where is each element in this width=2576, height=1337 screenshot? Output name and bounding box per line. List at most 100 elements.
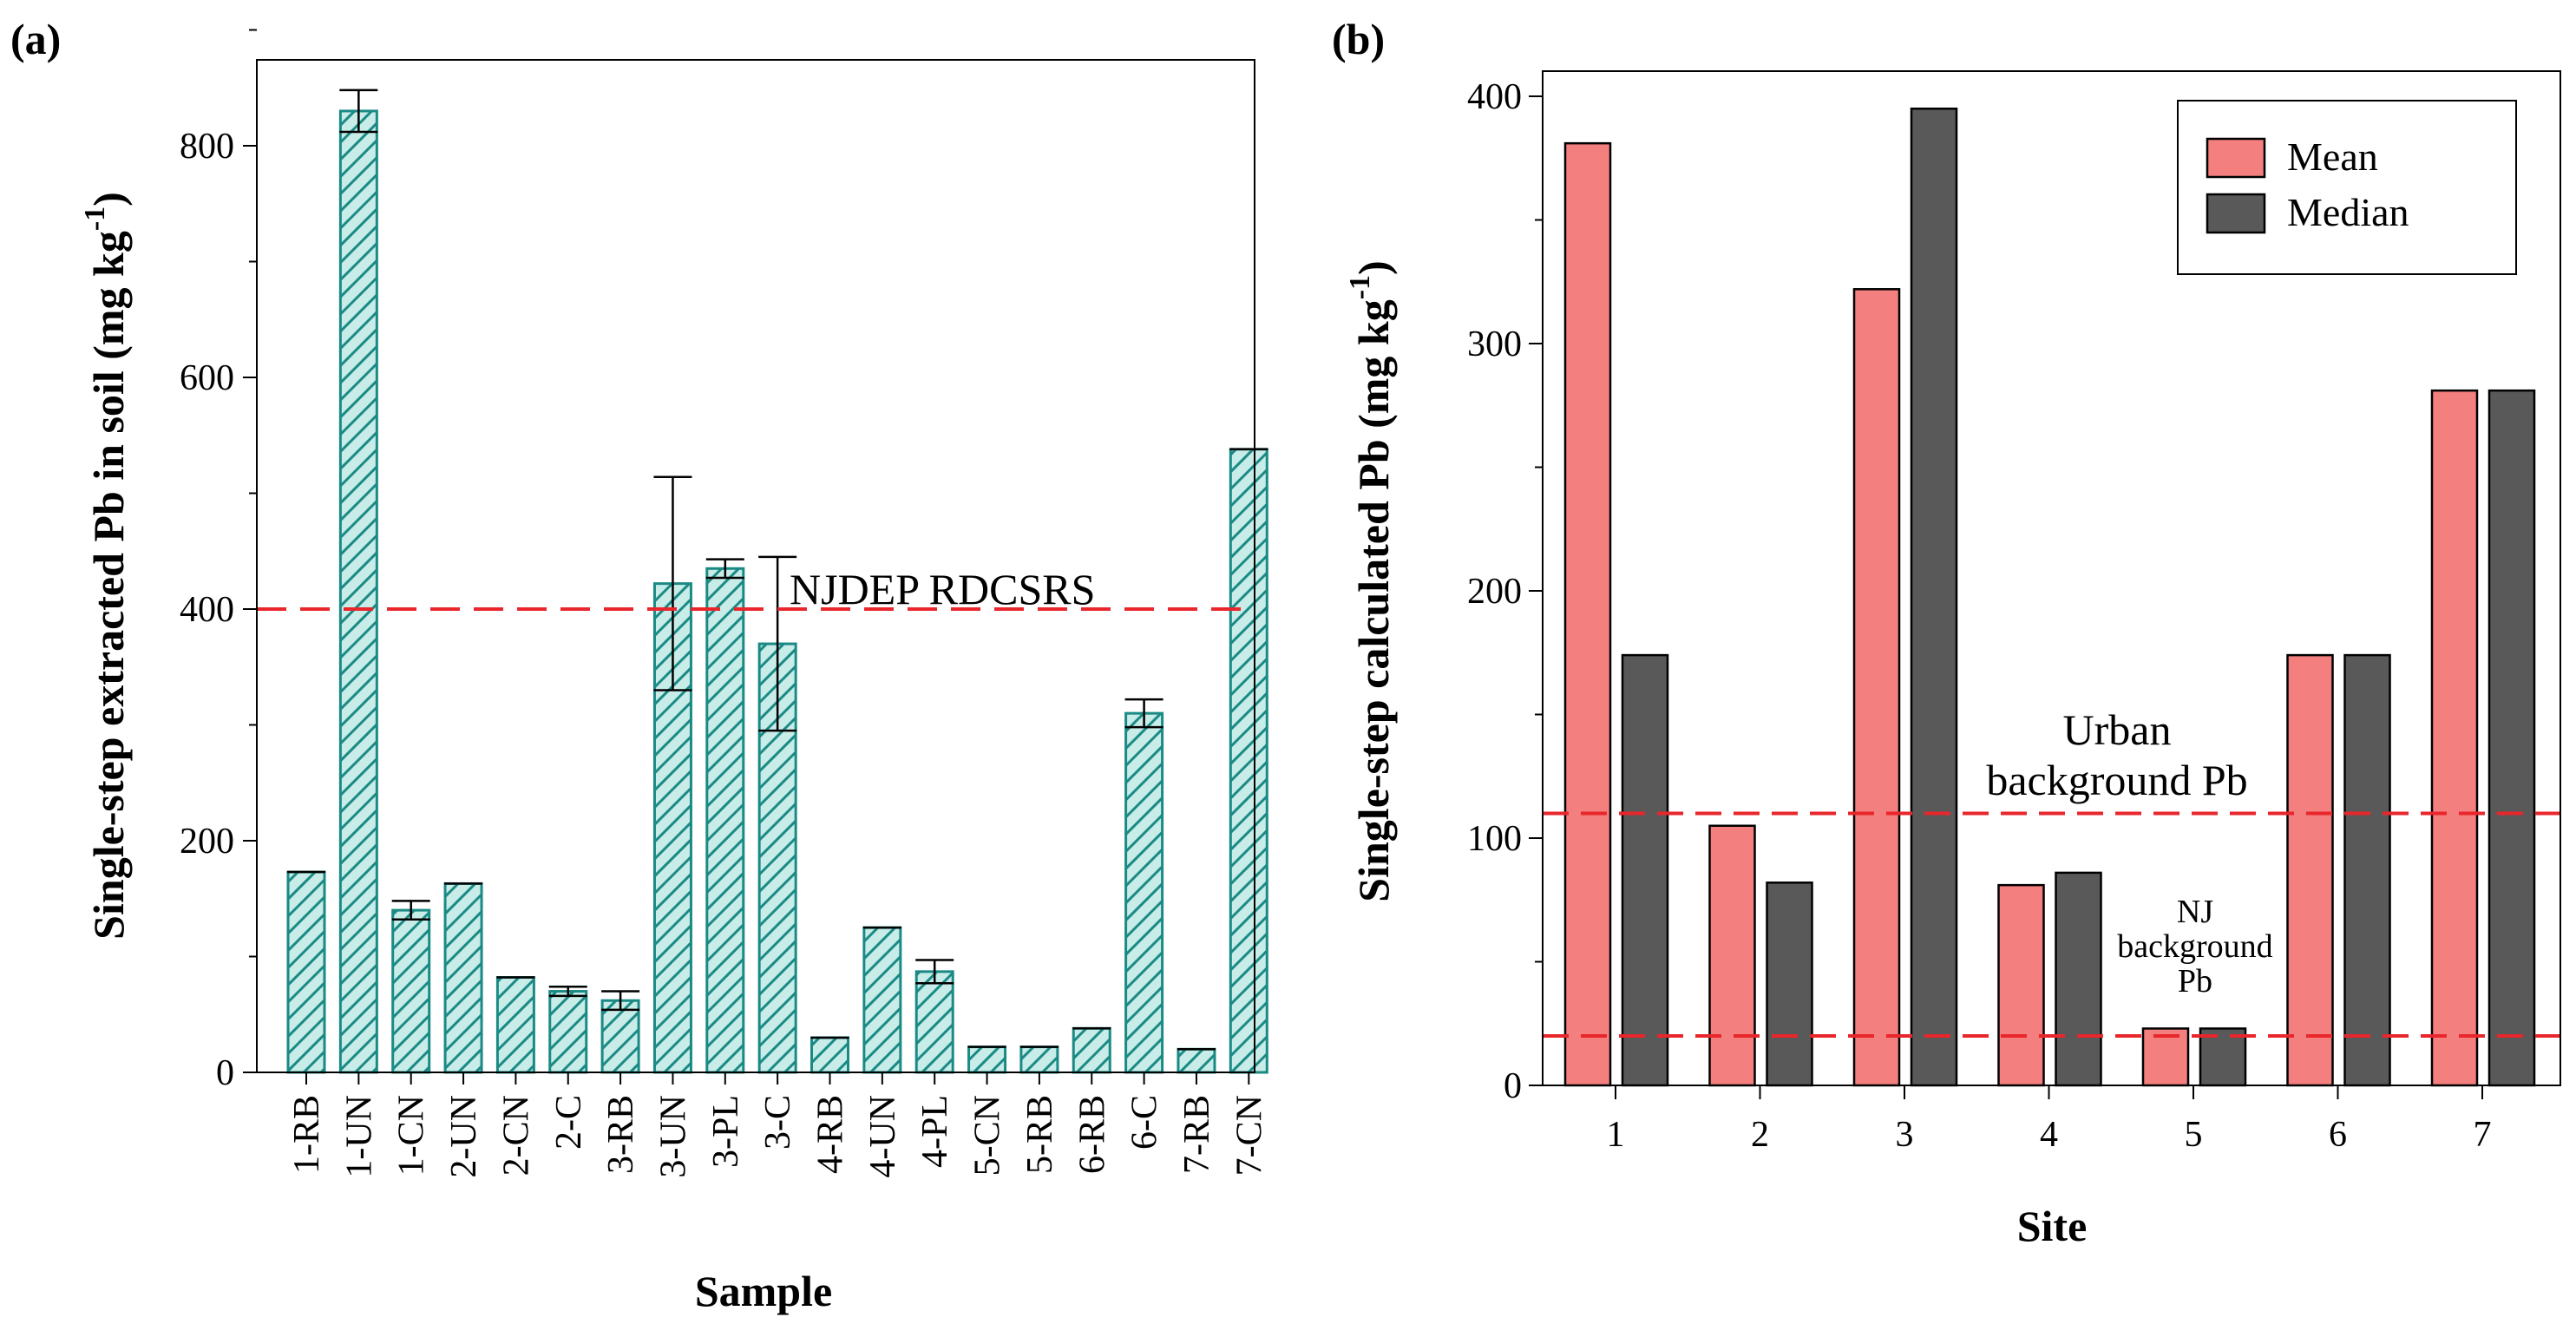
x-tick-label-2: 2: [1751, 1115, 1769, 1155]
bar-6-RB: [1072, 1026, 1111, 1074]
bar-median-site-4: [2055, 871, 2102, 1087]
y-tick-label-300: 300: [1467, 324, 1522, 364]
x-tick-label-3: 3: [1896, 1115, 1914, 1155]
panel-a-reference-lines: NJDEP RDCSRS: [257, 565, 1255, 613]
x-tick-label-3-PL: 3-PL: [706, 1095, 746, 1168]
x-tick-label-3-RB: 3-RB: [601, 1095, 641, 1174]
bar-1-RB: [286, 870, 326, 1074]
panel-a-x-axis-title: Sample: [695, 1267, 832, 1315]
x-tick-label-1: 1: [1607, 1115, 1625, 1155]
bar-mean-site-1: [1563, 141, 1612, 1087]
bar-mean-site-3: [1852, 288, 1901, 1087]
x-tick-label-3-UN: 3-UN: [653, 1095, 693, 1178]
bar-2-C: [548, 990, 588, 1074]
legend-label-mean: Mean: [2287, 134, 2378, 179]
panel-a-y-axis-title-main: Single-step extracted Pb in soil (mg kg: [84, 231, 133, 940]
bar-2-CN: [495, 976, 535, 1074]
bar-median-site-6: [2343, 653, 2391, 1087]
bar-7-RB: [1177, 1047, 1216, 1074]
bar-median-site-1: [1621, 653, 1669, 1087]
bar-mean-site-5: [2141, 1027, 2190, 1087]
bar-6-C: [1124, 711, 1164, 1074]
x-tick-label-1-RB: 1-RB: [287, 1095, 327, 1174]
bar-4-RB: [810, 1036, 849, 1074]
y-tick-label-800: 800: [180, 127, 234, 167]
reference-line-1-label-line-0: NJ: [2177, 894, 2213, 930]
bar-4-UN: [862, 926, 902, 1074]
panel-b-label: (b): [1332, 15, 1385, 63]
y-tick-label-400: 400: [1467, 77, 1522, 117]
x-tick-label-6-RB: 6-RB: [1072, 1095, 1112, 1174]
panel-b-plot-frame: [1542, 70, 2561, 1086]
x-tick-label-1-CN: 1-CN: [392, 1095, 432, 1176]
bar-4-PL: [914, 970, 954, 1074]
y-tick-label-200: 200: [1467, 572, 1522, 612]
panel-a-y-axis-title: Single-step extracted Pb in soil (mg kg-…: [79, 192, 133, 940]
panel-a-y-axis-title-close: ): [84, 192, 133, 206]
panel-a-x-tick-labels: 1-RB 1-UN 1-CN 2-UN 2-CN 2-C 3-RB 3-UN 3-PL 3-C 4-…: [287, 1095, 1269, 1178]
x-tick-label-1-UN: 1-UN: [339, 1095, 379, 1178]
x-tick-label-6: 6: [2329, 1115, 2347, 1155]
reference-line-1-label-line-1: background: [2117, 928, 2272, 965]
bar-median-site-5: [2199, 1027, 2247, 1087]
x-tick-label-5-RB: 5-RB: [1020, 1095, 1060, 1174]
x-tick-label-2-C: 2-C: [549, 1095, 589, 1150]
x-tick-label-7: 7: [2474, 1115, 2492, 1155]
y-tick-label-400: 400: [180, 590, 234, 630]
bar-2-UN: [443, 882, 483, 1074]
reference-line-label-0: NJDEP RDCSRS: [790, 565, 1095, 613]
bar-3-PL: [705, 567, 745, 1074]
panel-b-y-axis-title-superscript: -1: [1344, 275, 1376, 299]
bar-7-CN: [1229, 448, 1268, 1074]
y-tick-label-200: 200: [180, 822, 234, 862]
legend-label-median: Median: [2287, 190, 2409, 234]
bar-5-RB: [1019, 1045, 1059, 1074]
x-tick-label-2-CN: 2-CN: [496, 1095, 536, 1176]
reference-line-0-label-line-1: background Pb: [1986, 756, 2247, 804]
bar-5-CN: [967, 1045, 1007, 1074]
panel-a-plot-frame: [256, 59, 1255, 1073]
panel-a-y-axis-title-superscript: -1: [79, 206, 111, 231]
x-tick-label-4-RB: 4-RB: [811, 1095, 851, 1174]
x-tick-label-7-RB: 7-RB: [1177, 1095, 1217, 1174]
panel-b-bars: [1563, 108, 2536, 1087]
bar-1-UN: [338, 109, 378, 1074]
legend-swatch-mean: [2206, 137, 2266, 179]
bar-median-site-2: [1766, 882, 1813, 1087]
x-tick-label-4: 4: [2040, 1115, 2058, 1155]
panel-b-x-axis-title: Site: [2017, 1202, 2088, 1250]
x-tick-label-7-CN: 7-CN: [1229, 1095, 1269, 1176]
panel-a-error-bars: [287, 88, 1268, 1051]
legend-box: [2177, 100, 2517, 275]
reference-line-0-label-line-0: Urban: [2063, 705, 2172, 754]
panel-b-x-tick-labels: 1 2 3 4 5 6 7: [1607, 1115, 2492, 1155]
bar-mean-site-4: [1997, 883, 2045, 1087]
bar-1-CN: [391, 908, 431, 1074]
bar-mean-site-6: [2286, 653, 2334, 1087]
panel-b-y-axis-title-close: ): [1349, 260, 1398, 275]
y-tick-label-0: 0: [1504, 1066, 1522, 1106]
x-tick-label-6-C: 6-C: [1125, 1095, 1165, 1150]
panel-b-y-ticks: 0 100 200 300 400: [1467, 77, 2483, 1106]
panel-b-y-axis-title: Single-step calculated Pb (mg kg-1): [1344, 260, 1398, 901]
x-tick-label-4-PL: 4-PL: [915, 1095, 955, 1168]
y-tick-label-100: 100: [1467, 819, 1522, 859]
x-tick-label-5: 5: [2185, 1115, 2203, 1155]
y-tick-label-0: 0: [216, 1053, 234, 1093]
x-tick-label-3-C: 3-C: [758, 1095, 798, 1150]
panel-a-y-ticks: 0 200 400 600 800: [180, 29, 1250, 1093]
legend-swatch-median: [2206, 193, 2266, 234]
bar-median-site-7: [2488, 389, 2536, 1087]
reference-line-1-label-line-2: Pb: [2178, 963, 2212, 999]
panel-b-legend: Mean Median: [2177, 100, 2517, 275]
x-tick-label-2-UN: 2-UN: [444, 1095, 484, 1178]
y-tick-label-600: 600: [180, 358, 234, 398]
x-tick-label-4-UN: 4-UN: [863, 1095, 903, 1178]
bar-median-site-3: [1910, 108, 1958, 1087]
bar-3-RB: [600, 999, 640, 1074]
bar-mean-site-7: [2430, 389, 2479, 1087]
bar-mean-site-2: [1708, 824, 1756, 1087]
